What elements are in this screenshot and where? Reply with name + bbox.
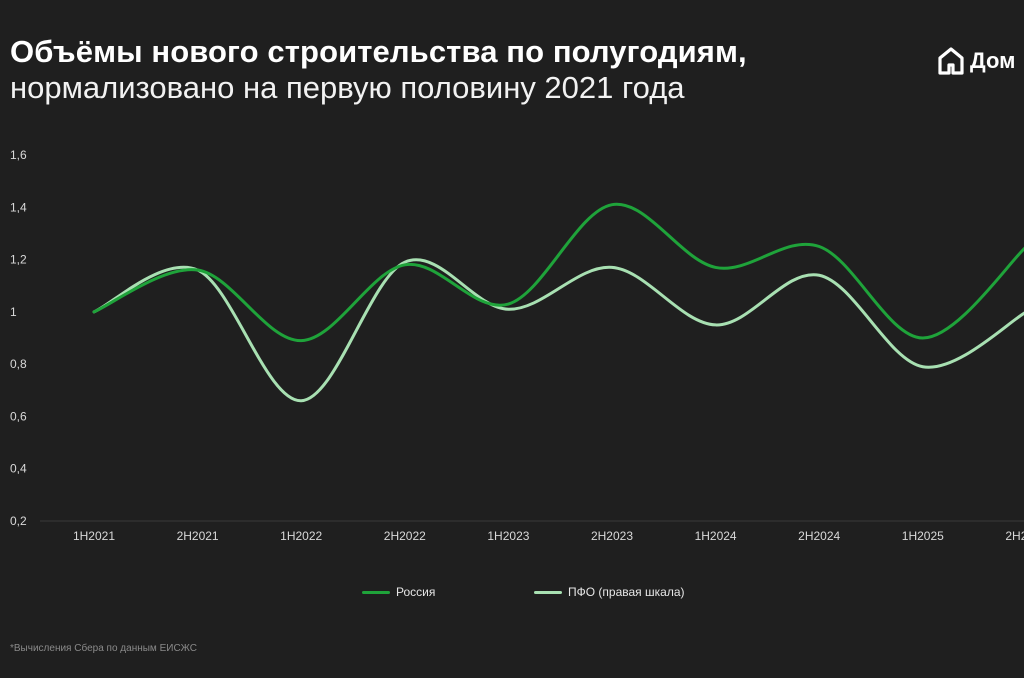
series-group (92, 202, 1024, 403)
legend-swatch-russia (362, 590, 390, 594)
legend-label-pfo: ПФО (правая шкала) (568, 585, 685, 599)
y-tick-label: 0,6 (10, 409, 27, 423)
x-tick-label: 1H2024 (695, 529, 737, 543)
y-tick-label: 0,4 (10, 462, 27, 476)
brand-logo: Дом (938, 44, 1015, 78)
y-tick-label: 1 (10, 305, 17, 319)
x-axis: 1H2021 2H2021 1H2022 2H2022 1H2023 2H2023 1H20… (73, 529, 1024, 543)
x-tick-label: 2H2024 (798, 529, 840, 543)
series-line-russia (92, 202, 1024, 343)
legend-label-russia: Россия (396, 585, 436, 599)
line-chart: 0,20,40,60,811,21,41,6 1H2021 2H2021 1H202… (10, 148, 1024, 543)
legend: Россия ПФО (правая шкала) (0, 585, 1024, 605)
chart-subtitle: нормализовано на первую половину 2021 го… (10, 70, 685, 105)
legend-swatch-pfo (534, 590, 562, 594)
x-tick-label: 1H2023 (487, 529, 529, 543)
x-tick-label: 2H2023 (591, 529, 633, 543)
series-line-pfo (92, 258, 1024, 403)
legend-item-russia: Россия (362, 585, 435, 599)
x-tick-label: 1H2022 (280, 529, 322, 543)
y-tick-label: 0,2 (10, 514, 27, 528)
y-tick-label: 0,8 (10, 357, 27, 371)
house-icon (938, 47, 964, 75)
x-tick-label: 1H2025 (902, 529, 944, 543)
y-tick-label: 1,6 (10, 148, 27, 162)
legend-item-pfo: ПФО (правая шкала) (534, 585, 685, 599)
brand-logo-text: Дом (970, 48, 1016, 73)
x-tick-label: 2H2025 (1005, 529, 1024, 543)
chart-title-block: Объёмы нового строительства по полугодия… (10, 34, 747, 106)
x-tick-label: 2H2021 (177, 529, 219, 543)
y-tick-label: 1,2 (10, 253, 27, 267)
chart-title: Объёмы нового строительства по полугодия… (10, 34, 747, 69)
x-tick-label: 1H2021 (73, 529, 115, 543)
footnote: *Вычисления Сбера по данным ЕИСЖС (10, 643, 198, 654)
x-tick-label: 2H2022 (384, 529, 426, 543)
y-axis: 0,2 0,4 0,6 0,8 1 1,2 1,4 1,6 (10, 148, 27, 528)
y-tick-label: 1,4 (10, 200, 27, 214)
